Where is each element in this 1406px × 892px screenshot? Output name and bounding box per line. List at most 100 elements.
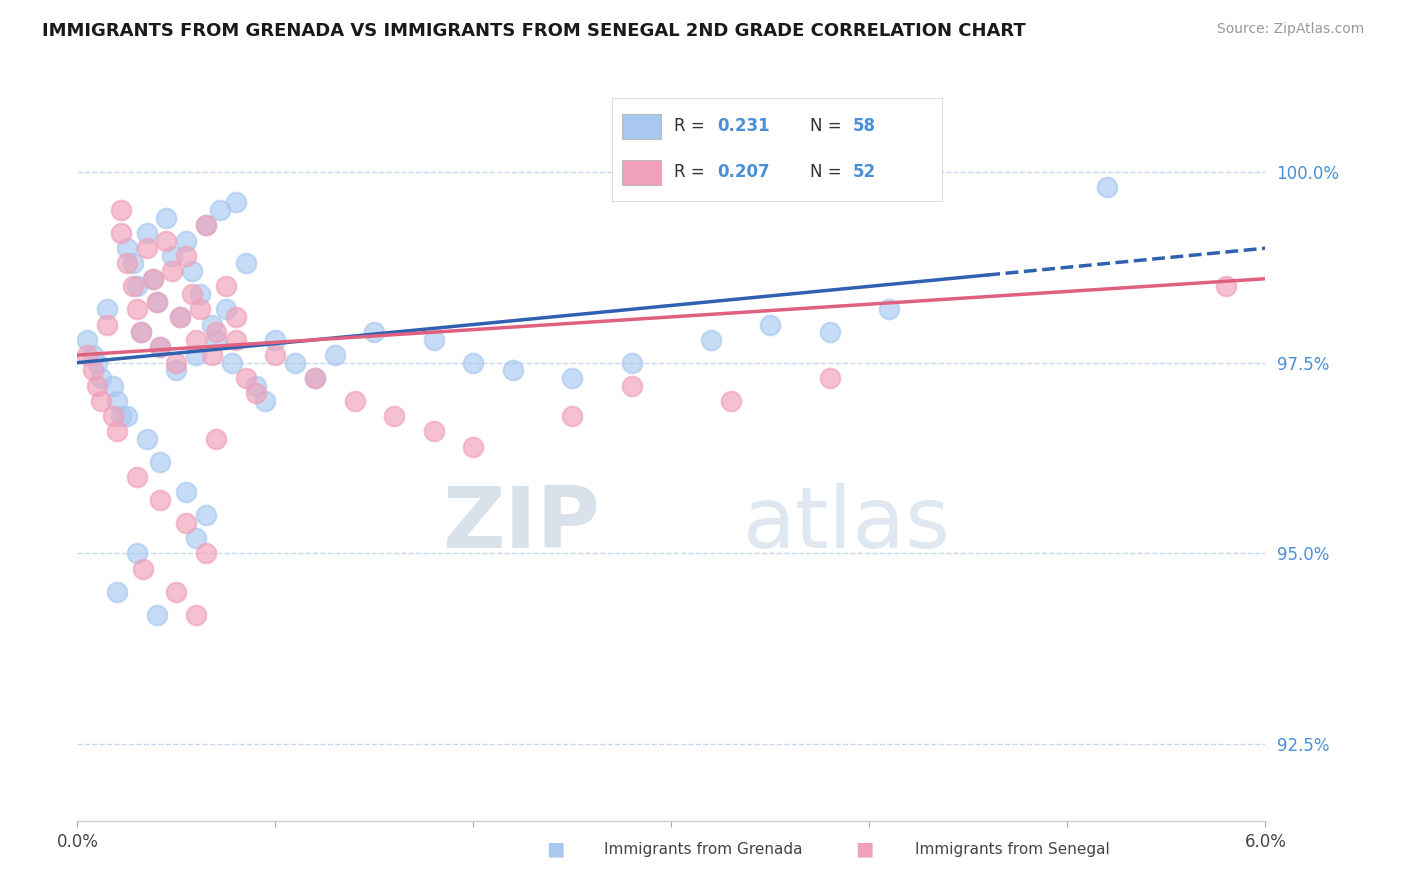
Point: [86, 378, 108, 392]
Point: [129, 325, 152, 339]
Point: [142, 271, 165, 285]
Point: [135, 241, 157, 255]
Text: ■: ■: [546, 839, 565, 859]
Point: [463, 356, 485, 370]
Point: [188, 287, 211, 301]
Text: N =: N =: [810, 117, 846, 135]
Point: [125, 547, 148, 561]
Point: [115, 409, 138, 423]
Point: [101, 378, 124, 392]
Point: [181, 287, 204, 301]
Point: [201, 348, 224, 362]
Point: [215, 302, 238, 317]
Point: [245, 386, 267, 401]
Point: [105, 584, 128, 599]
Point: [90, 393, 112, 408]
Point: [181, 264, 204, 278]
Point: [86, 356, 108, 370]
Point: [264, 348, 287, 362]
Point: [96, 318, 118, 332]
Point: [323, 348, 346, 362]
Point: [165, 363, 187, 377]
Point: [700, 333, 723, 347]
Text: ZIP: ZIP: [443, 483, 600, 566]
Point: [1215, 279, 1237, 293]
Point: [155, 211, 177, 225]
Point: [363, 325, 385, 339]
Point: [463, 440, 485, 454]
Text: 0.231: 0.231: [717, 117, 770, 135]
Point: [145, 294, 167, 309]
Point: [149, 455, 172, 469]
Point: [225, 310, 247, 324]
Point: [245, 378, 267, 392]
Point: [188, 302, 211, 317]
Point: [561, 409, 583, 423]
Point: [142, 271, 165, 285]
Point: [174, 516, 197, 530]
Point: [76, 333, 98, 347]
Point: [121, 256, 143, 270]
Point: [96, 302, 118, 317]
Point: [162, 249, 184, 263]
Point: [82, 348, 104, 362]
Point: [186, 348, 208, 362]
Point: [304, 371, 326, 385]
Point: [174, 485, 197, 500]
Point: [235, 256, 257, 270]
Point: [145, 294, 167, 309]
Point: [165, 356, 187, 370]
Point: [101, 409, 124, 423]
Point: [162, 264, 184, 278]
Point: [195, 219, 218, 233]
Point: [186, 531, 208, 545]
Text: 52: 52: [853, 163, 876, 181]
Point: [149, 340, 172, 354]
Point: [125, 302, 148, 317]
Point: [502, 363, 524, 377]
FancyBboxPatch shape: [621, 113, 661, 139]
Point: [877, 302, 900, 317]
Point: [149, 340, 172, 354]
Text: ■: ■: [855, 839, 875, 859]
Point: [125, 279, 148, 293]
Point: [195, 219, 218, 233]
Point: [759, 318, 782, 332]
Point: [121, 279, 143, 293]
Point: [149, 493, 172, 508]
Point: [155, 234, 177, 248]
Point: [254, 393, 277, 408]
Point: [620, 356, 643, 370]
Text: N =: N =: [810, 163, 846, 181]
Point: [115, 256, 138, 270]
Point: [129, 325, 152, 339]
Point: [818, 371, 841, 385]
Point: [225, 333, 247, 347]
Point: [186, 607, 208, 622]
Point: [145, 607, 167, 622]
Point: [225, 195, 247, 210]
Point: [82, 363, 104, 377]
Point: [110, 409, 132, 423]
Point: [720, 393, 742, 408]
Point: [169, 310, 191, 324]
Point: [208, 202, 231, 217]
Point: [131, 562, 153, 576]
Point: [165, 584, 187, 599]
Point: [423, 425, 446, 439]
Text: atlas: atlas: [742, 483, 950, 566]
Point: [110, 226, 132, 240]
Point: [201, 318, 224, 332]
Point: [818, 325, 841, 339]
Point: [135, 432, 157, 446]
Point: [195, 547, 218, 561]
Point: [205, 432, 228, 446]
Point: [620, 378, 643, 392]
Point: [343, 393, 366, 408]
Point: [110, 202, 132, 217]
Point: [105, 425, 128, 439]
Point: [1095, 180, 1118, 194]
Point: [115, 241, 138, 255]
Text: Source: ZipAtlas.com: Source: ZipAtlas.com: [1216, 22, 1364, 37]
Point: [264, 333, 287, 347]
